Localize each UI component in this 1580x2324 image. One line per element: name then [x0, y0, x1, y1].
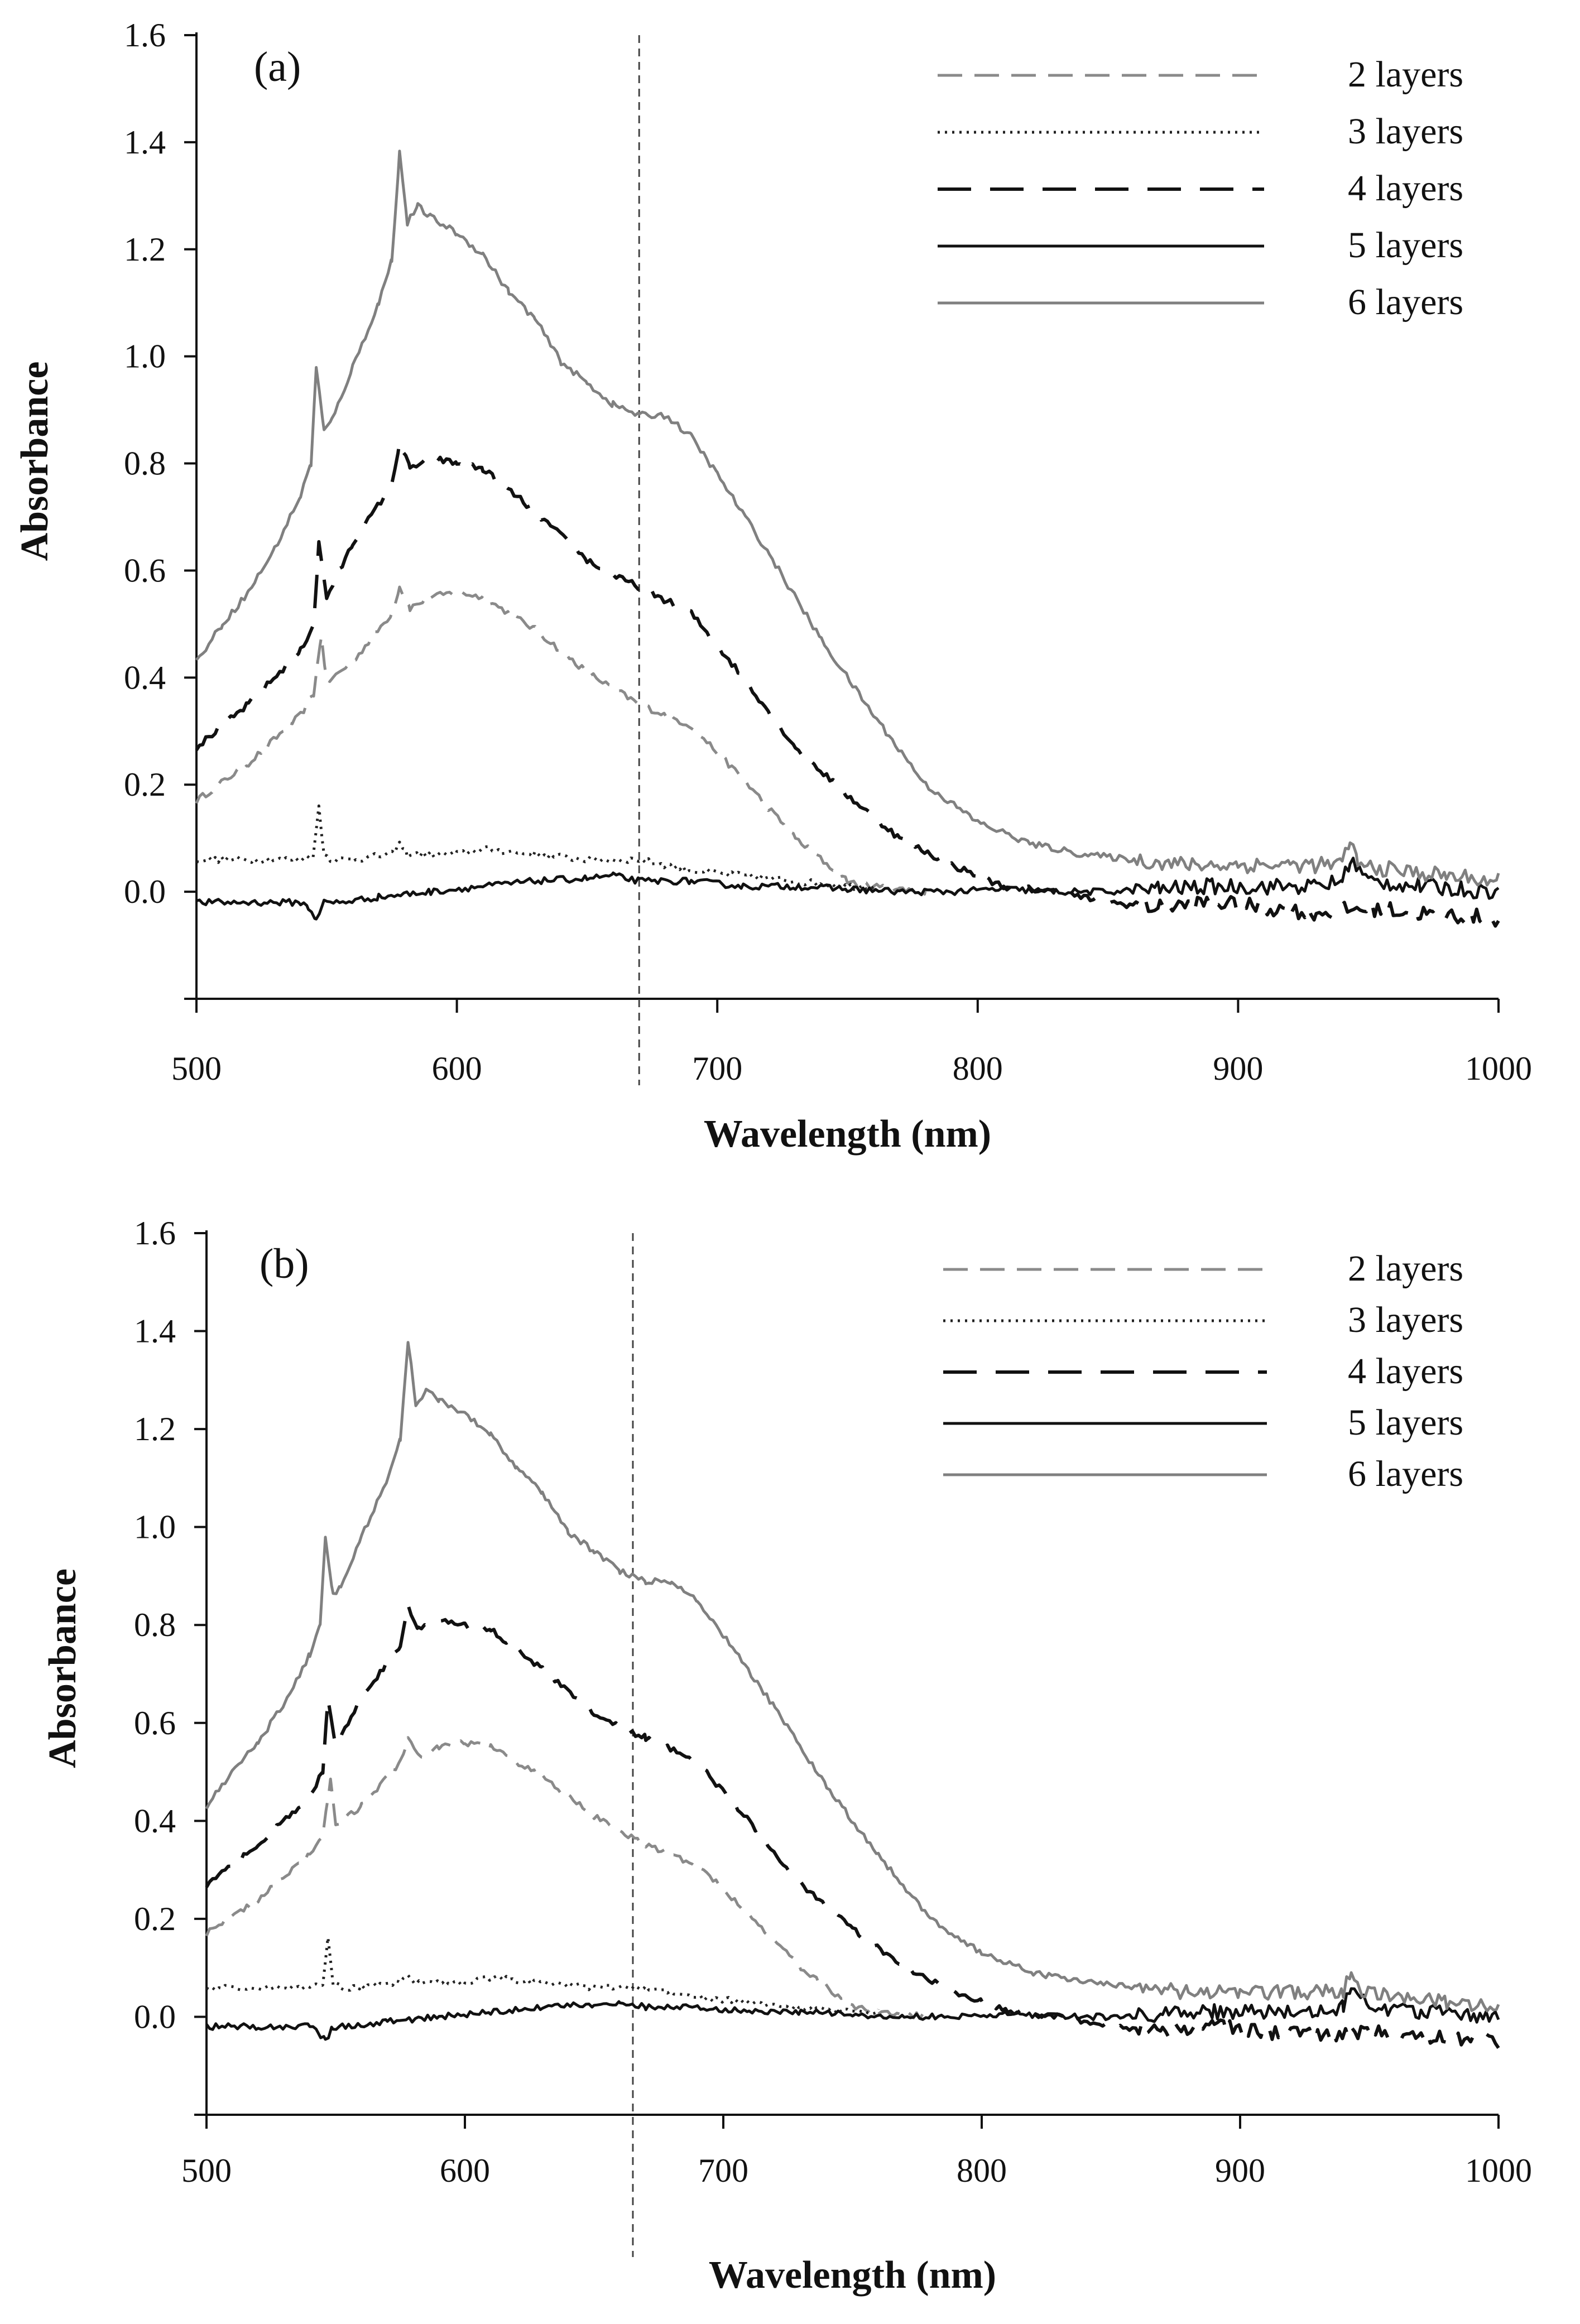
y-tick-label: 0.2: [134, 1900, 176, 1937]
y-tick-label: 0.0: [124, 873, 166, 910]
x-axis-title: Wavelength (nm): [704, 1113, 991, 1156]
y-tick-label: 0.4: [124, 659, 166, 696]
x-tick-label: 800: [953, 1050, 1003, 1087]
x-tick-label: 600: [440, 2152, 490, 2189]
x-tick-label: 600: [432, 1050, 482, 1087]
x-tick-label: 700: [692, 1050, 742, 1087]
x-tick-label: 1000: [1465, 1050, 1532, 1087]
y-tick-label: 1.4: [134, 1313, 176, 1350]
legend-label: 6 layers: [1348, 282, 1463, 323]
series-line-6-layers: [205, 1341, 1500, 2013]
x-axis-title: Wavelength (nm): [709, 2254, 996, 2297]
legend-label: 3 layers: [1348, 1300, 1463, 1340]
y-tick-label: 0.8: [134, 1606, 176, 1643]
legend-label: 5 layers: [1348, 225, 1463, 266]
legend-label: 5 layers: [1348, 1402, 1463, 1443]
y-tick-label: 1.2: [134, 1411, 176, 1447]
series-line-5-layers: [205, 1987, 1500, 2041]
y-tick-label: 0.6: [134, 1705, 176, 1741]
series-line-3-layers: [196, 804, 875, 891]
series-line-5-layers: [196, 857, 1500, 921]
panel-label: (b): [260, 1240, 309, 1287]
y-tick-label: 1.6: [124, 17, 166, 54]
legend-label: 4 layers: [1348, 168, 1463, 209]
x-tick-label: 900: [1215, 2152, 1265, 2189]
x-tick-label: 800: [957, 2152, 1007, 2189]
y-tick-label: 1.2: [124, 231, 166, 268]
y-tick-label: 0.6: [124, 552, 166, 589]
series-line-4-layers: [205, 1603, 1500, 2049]
series-line-2-layers: [195, 585, 927, 896]
legend-label: 6 layers: [1348, 1454, 1463, 1494]
x-tick-label: 900: [1213, 1050, 1263, 1087]
chart-panel-a: 0.0 0.2 0.4 0.6 0.8 1.0 1.2 1.4 1.6 500 600 700 800 9…: [13, 17, 1532, 1156]
y-tick-label: 0.8: [124, 445, 166, 482]
x-tick-label: 500: [181, 2152, 232, 2189]
y-axis-title: Absorbance: [41, 1568, 84, 1768]
legend-label: 2 layers: [1348, 54, 1463, 95]
legend-label: 3 layers: [1348, 111, 1463, 152]
y-tick-label: 1.0: [124, 338, 166, 375]
y-tick-label: 1.6: [134, 1215, 176, 1252]
y-axis-title: Absorbance: [13, 362, 56, 561]
y-tick-label: 1.0: [134, 1509, 176, 1546]
x-tick-label: 700: [698, 2152, 748, 2189]
x-tick-label: 500: [171, 1050, 222, 1087]
legend-label: 2 layers: [1348, 1248, 1463, 1289]
y-tick-label: 0.2: [124, 766, 166, 803]
y-tick-label: 0.0: [134, 1998, 176, 2035]
panel-label: (a): [254, 44, 301, 90]
legend-label: 4 layers: [1348, 1351, 1463, 1392]
series-line-3-layers: [205, 1936, 880, 2015]
y-tick-label: 1.4: [124, 124, 166, 161]
series-line-4-layers: [195, 440, 1500, 928]
series-line-2-layers: [205, 1736, 931, 2020]
y-tick-label: 0.4: [134, 1802, 176, 1839]
chart-panel-b: 0.0 0.2 0.4 0.6 0.8 1.0 1.2 1.4 1.6 500 600 700 800 9…: [41, 1215, 1532, 2297]
x-tick-label: 1000: [1465, 2152, 1532, 2189]
series-line-6-layers: [195, 150, 1500, 887]
